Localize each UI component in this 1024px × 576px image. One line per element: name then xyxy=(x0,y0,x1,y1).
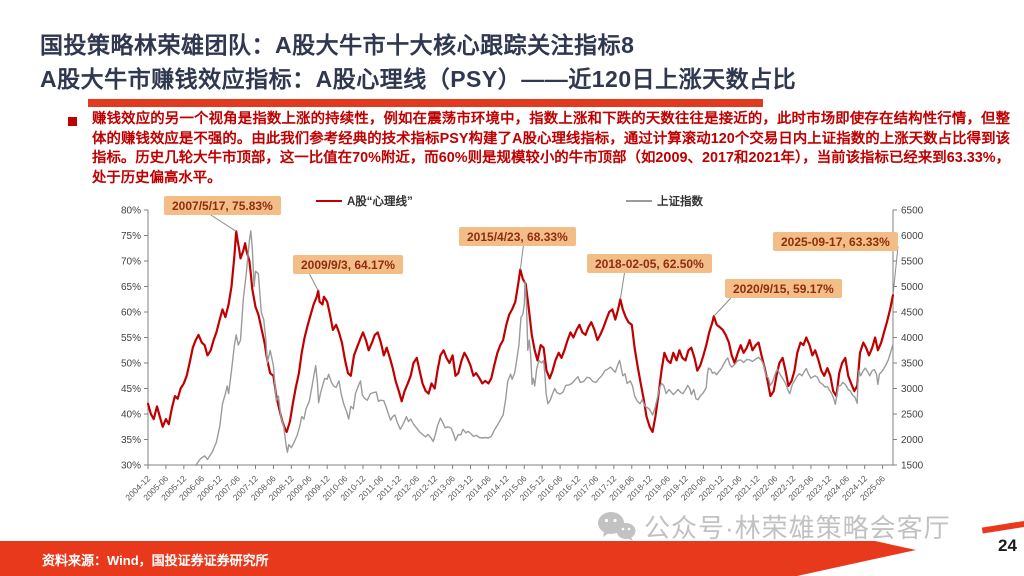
y-left-label: 80% xyxy=(121,206,141,217)
y-left-label: 50% xyxy=(121,359,141,370)
psy-line-chart: 30% 35% 40% 45% 50% 55% 60% 65% 70% 75% 80% 1500 200… xyxy=(121,206,924,503)
annotation-leader-line xyxy=(309,273,319,291)
y-right-label: 2500 xyxy=(901,410,924,421)
annotation-callout: 2009/9/3, 64.17% xyxy=(293,255,404,274)
legend-label-psy: A股“心理线” xyxy=(347,196,413,208)
y-left-label: 65% xyxy=(121,282,141,293)
source-note: 资料来源：Wind，国投证券证券研究所 xyxy=(42,553,269,568)
annotation-callout: 2025-09-17, 63.33% xyxy=(773,232,898,251)
annotation-callout: 2020/9/15, 59.17% xyxy=(725,279,842,298)
watermark-text: 公众号·林荣雄策略会客厅 xyxy=(644,513,951,543)
y-left-label: 70% xyxy=(121,257,141,268)
annotation-leader-line xyxy=(892,246,899,296)
watermark: 公众号·林荣雄策略会客厅 xyxy=(596,508,951,545)
y-left-label: 60% xyxy=(121,308,141,319)
y-right-label: 4500 xyxy=(901,308,924,319)
title-underline-bar xyxy=(88,99,763,107)
y-right-label: 5000 xyxy=(901,282,924,293)
annotation-leader-line xyxy=(713,297,732,317)
legend-item-psy: A股“心理线” xyxy=(316,193,413,209)
legend-label-sse: 上证指数 xyxy=(657,196,703,208)
y-right-label: 2000 xyxy=(901,435,924,446)
annotation-callout: 2007/5/17, 75.83% xyxy=(164,196,281,215)
y-left-label: 30% xyxy=(121,461,141,472)
annotation-callout: 2015/4/23, 68.33% xyxy=(459,227,576,246)
y-right-label: 3000 xyxy=(901,384,924,395)
annotation-callout: 2018-02-05, 62.50% xyxy=(587,254,712,273)
y-left-label: 55% xyxy=(121,333,141,344)
y-left-label: 45% xyxy=(121,384,141,395)
bullet-icon xyxy=(68,117,77,126)
sse-series-line xyxy=(194,230,894,466)
y-right-label: 5500 xyxy=(901,257,924,268)
annotation-leader-line xyxy=(519,245,524,270)
y-left-label: 40% xyxy=(121,410,141,421)
y-right-label: 4000 xyxy=(901,333,924,344)
psy-line-swatch xyxy=(316,199,342,203)
annotation-leader-line xyxy=(210,214,237,232)
footer-band: 资料来源：Wind，国投证券证券研究所 xyxy=(0,541,916,576)
page-number: 24 xyxy=(998,536,1017,555)
y-left-label: 75% xyxy=(121,231,141,242)
wechat-icon xyxy=(598,511,636,541)
page-title-line1: 国投策略林荣雄团队：A股大牛市十大核心跟踪关注指标8 xyxy=(40,32,635,58)
legend-item-sse: 上证指数 xyxy=(626,193,703,209)
y-right-label: 3500 xyxy=(901,359,924,370)
annotation-leader-line xyxy=(619,272,625,300)
y-left-label: 35% xyxy=(121,435,141,446)
y-right-label: 6000 xyxy=(901,231,924,242)
sse-line-swatch xyxy=(626,199,652,203)
page-title-line2: A股大牛市赚钱效应指标：A股心理线（PSY）——近120日上涨天数占比 xyxy=(40,66,797,92)
y-right-label: 6500 xyxy=(901,206,924,217)
commentary-paragraph: 赚钱效应的另一个视角是指数上涨的持续性，例如在震荡市环境中，指数上涨和下跌的天数… xyxy=(92,111,1010,186)
y-right-label: 1500 xyxy=(901,461,924,472)
